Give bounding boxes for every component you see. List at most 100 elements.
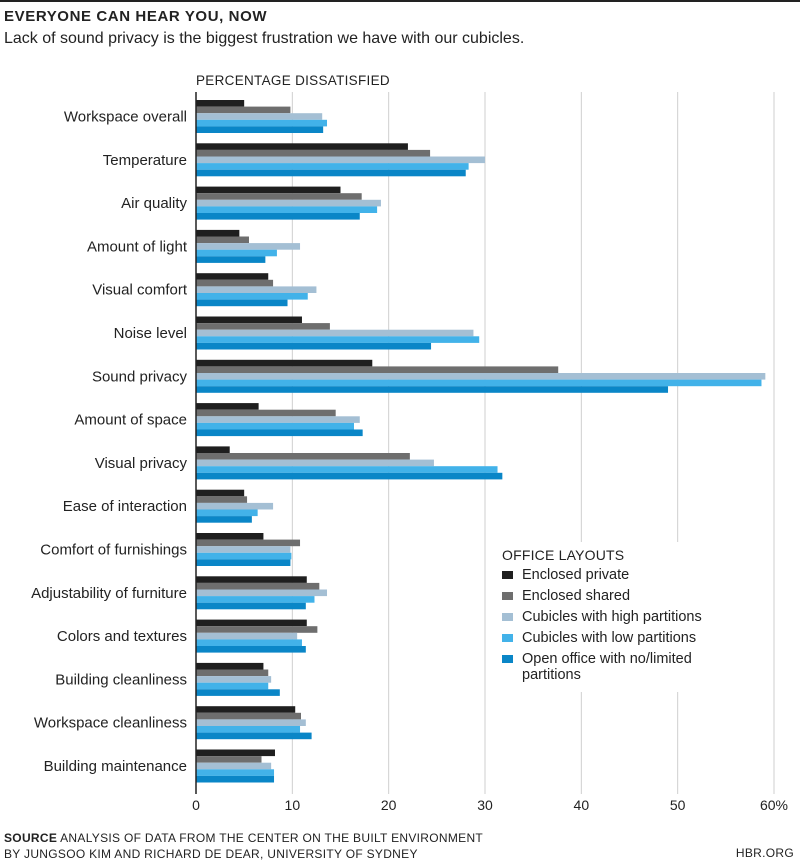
bar [196,769,275,776]
legend-swatch [502,592,513,600]
legend-title: OFFICE LAYOUTS [502,547,624,563]
bar [196,496,248,503]
category-label: Sound privacy [92,368,188,385]
bar [196,186,341,194]
category-label: Building maintenance [44,758,187,775]
bar [196,329,474,337]
bar [196,726,301,733]
bar [196,342,432,350]
bar [196,119,328,127]
bar [196,379,762,387]
category-label: Comfort of furnishings [40,542,187,559]
bar [196,602,306,610]
bar [196,169,466,177]
top-rule [0,0,800,2]
legend-label: Cubicles with low partitions [522,630,696,646]
chart-subtitle: Lack of sound privacy is the biggest fru… [4,30,525,47]
bar [196,662,264,670]
category-label: Air quality [121,195,187,212]
bar [196,373,766,380]
bar [196,213,360,220]
bar [196,756,262,763]
category-label: Temperature [103,152,187,169]
bar [196,256,266,263]
category-label: Building cleanliness [55,671,187,688]
bar [196,619,307,627]
legend-swatch [502,634,513,642]
bar [196,509,258,517]
bar [196,582,320,590]
bar [196,762,272,770]
legend-label: Open office with no/limited partitions [522,651,692,683]
bar [196,236,249,244]
bar [196,273,269,280]
bar [196,143,408,150]
bar [196,106,291,114]
bar [196,279,274,287]
category-label: Amount of light [87,238,188,255]
bar [196,299,288,307]
bar [196,539,301,547]
legend-swatch [502,571,513,579]
bar [196,706,296,713]
bar [196,193,362,200]
category-label: Adjustability of furniture [31,585,187,602]
legend-label: Enclosed shared [522,588,630,604]
bar [196,732,312,740]
category-label: Ease of interaction [63,498,187,515]
bar [196,533,264,540]
tick-label: 40 [574,797,590,813]
bar [196,775,275,783]
legend-swatch [502,613,513,621]
bar [196,163,469,170]
bar [196,386,669,393]
bar [196,409,336,417]
source-line-2: BY JUNGSOO KIM AND RICHARD DE DEAR, UNIV… [4,847,418,861]
bar [196,429,363,437]
bar [196,632,298,640]
bar [196,243,301,250]
bar [196,472,503,480]
category-label: Colors and textures [57,628,187,645]
bar [196,576,307,583]
tick-label: 50 [670,797,686,813]
tick-label: 10 [285,797,301,813]
legend-label: Cubicles with high partitions [522,609,702,625]
bar [196,639,302,646]
bar [196,466,498,473]
tick-label: 30 [477,797,493,813]
bar [196,359,373,367]
bar [196,100,245,107]
bar [196,316,302,324]
source-label: SOURCE [4,831,58,845]
legend-background [494,542,744,692]
bar [196,559,291,566]
bar [196,336,480,343]
bar [196,589,328,597]
bar [196,676,272,683]
legend-swatch [502,655,513,663]
bar [196,749,275,757]
bar [196,403,259,410]
bar [196,712,301,720]
x-axis-title: PERCENTAGE DISSATISFIED [196,73,390,88]
bar [196,323,330,330]
bar [196,689,280,696]
tick-label: 0 [192,797,200,813]
bar [196,229,240,237]
bar [196,126,324,133]
brand-label: HBR.ORG [735,846,794,860]
bar [196,459,434,467]
bar [196,516,252,523]
tick-label: 60% [760,797,788,813]
bar [196,199,381,207]
chart-title: EVERYONE CAN HEAR YOU, NOW [4,8,268,25]
source-line-1: ANALYSIS OF DATA FROM THE CENTER ON THE … [60,831,484,845]
bar [196,489,245,497]
bar [196,156,485,164]
bar [196,646,306,653]
bar [196,552,292,560]
category-label: Visual comfort [92,282,188,299]
bar [196,149,431,157]
